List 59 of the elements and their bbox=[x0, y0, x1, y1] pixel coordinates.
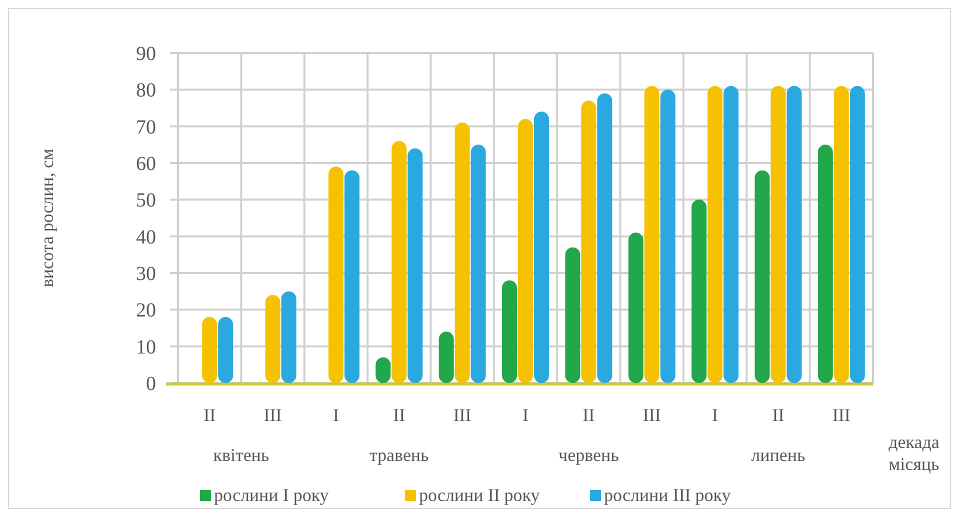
x-tick-label: II bbox=[393, 405, 406, 425]
x-tick-label: II bbox=[582, 405, 595, 425]
legend-label: рослини III року bbox=[604, 485, 731, 505]
bar bbox=[770, 86, 786, 383]
bar bbox=[565, 247, 580, 383]
text: травень bbox=[369, 445, 429, 465]
x-tick-label: II bbox=[772, 405, 784, 425]
bar bbox=[438, 332, 454, 383]
text: липень bbox=[751, 445, 806, 465]
y-tick-label: 10 bbox=[136, 336, 156, 358]
bar bbox=[660, 90, 676, 383]
legend-label: рослини I року bbox=[214, 485, 329, 505]
bar bbox=[644, 86, 660, 383]
bar bbox=[724, 86, 739, 383]
bar bbox=[218, 317, 234, 383]
y-tick-label: 90 bbox=[136, 43, 156, 65]
y-tick-label: 20 bbox=[136, 300, 156, 322]
y-tick-label: 40 bbox=[136, 226, 156, 248]
bar bbox=[518, 119, 533, 383]
x-tick-label: I bbox=[712, 405, 718, 425]
bar bbox=[834, 86, 849, 383]
x-tick-label: III bbox=[642, 405, 661, 425]
x-tick-label: III bbox=[832, 405, 850, 425]
x-tick-label: I bbox=[522, 405, 528, 425]
bar bbox=[628, 232, 644, 383]
bar bbox=[850, 86, 865, 383]
bar bbox=[581, 100, 596, 383]
bar bbox=[408, 148, 423, 383]
text: червень bbox=[558, 445, 619, 465]
y-tick-label: 30 bbox=[136, 263, 156, 285]
text: квітень bbox=[213, 445, 270, 465]
x-tick-label: III bbox=[264, 405, 282, 425]
y-axis-title: висота рослин, см bbox=[37, 148, 57, 288]
x-tick-label: II bbox=[204, 405, 216, 425]
bar bbox=[392, 141, 407, 383]
bar bbox=[281, 291, 296, 383]
legend-label: рослини II року bbox=[419, 485, 540, 505]
bar bbox=[534, 112, 549, 383]
bar bbox=[754, 170, 770, 383]
bar bbox=[692, 200, 707, 383]
y-tick-label: 70 bbox=[136, 116, 156, 138]
y-tick-label: 80 bbox=[136, 80, 156, 102]
bar bbox=[328, 166, 344, 383]
bar bbox=[597, 93, 612, 383]
y-tick-label: 60 bbox=[136, 153, 156, 175]
x-axis-title: декада місяць bbox=[888, 432, 940, 474]
y-tick-label: 0 bbox=[146, 373, 156, 395]
y-tick-label: 50 bbox=[136, 190, 156, 212]
x-tick-label: I bbox=[332, 405, 339, 425]
bar bbox=[708, 86, 723, 383]
bar bbox=[502, 280, 517, 383]
bar bbox=[454, 122, 470, 383]
bar bbox=[818, 144, 833, 383]
x-tick-label: III bbox=[453, 405, 472, 425]
bar bbox=[470, 144, 486, 383]
bar bbox=[786, 86, 802, 383]
bar bbox=[344, 170, 360, 383]
bar bbox=[202, 317, 218, 383]
bar bbox=[265, 295, 280, 383]
